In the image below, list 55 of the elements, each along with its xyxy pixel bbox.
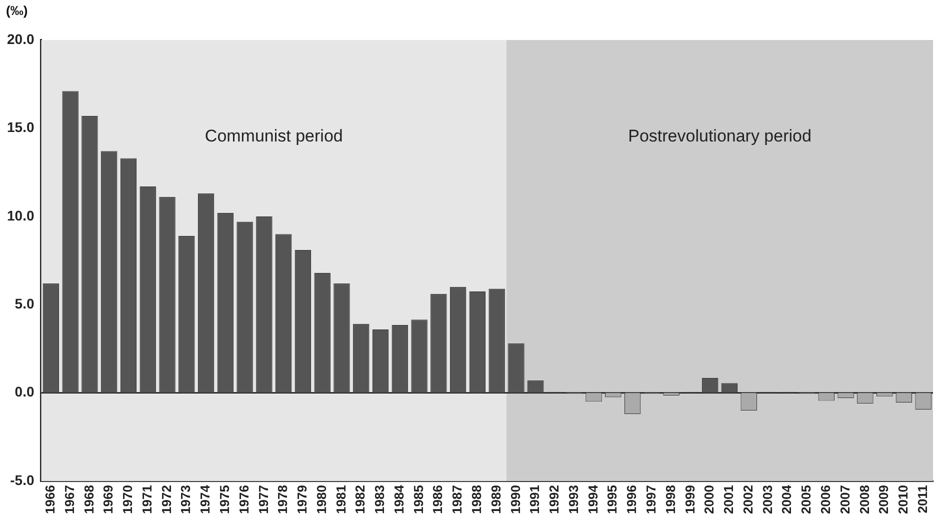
x-tick-label: 1974	[198, 484, 213, 514]
x-tick-label: 2011	[914, 485, 930, 514]
x-tick-label: 1988	[469, 485, 484, 514]
x-tick-label: 2002	[740, 485, 756, 514]
x-tick-label: 1969	[100, 485, 116, 514]
x-tick-label: 1989	[488, 485, 504, 514]
y-tick-label: 5.0	[14, 296, 34, 312]
x-tick-label: 1985	[410, 485, 426, 514]
x-tick-label: 2007	[837, 485, 852, 514]
x-tick-label: 1977	[256, 485, 271, 514]
x-tick-label: 1990	[508, 485, 523, 514]
x-tick-label: 1976	[236, 485, 252, 514]
x-tick-label: 1968	[81, 485, 96, 514]
y-tick-label: 10.0	[7, 207, 34, 224]
x-tick-label: 1998	[662, 485, 678, 514]
y-tick-label: -5.0	[10, 472, 34, 488]
x-tick-label: 1987	[450, 485, 465, 514]
x-tick-label: 1991	[527, 485, 542, 514]
x-tick-label: 1975	[217, 485, 232, 514]
x-tick-label: 1970	[120, 485, 136, 514]
x-tick-label: 1971	[139, 485, 154, 514]
x-tick-label: 1981	[333, 485, 348, 514]
x-tick-label: 1967	[62, 485, 77, 514]
band-label: Postrevolutionary period	[628, 126, 812, 146]
x-tick-label: 2004	[779, 484, 794, 514]
x-tick-label: 1972	[158, 485, 174, 514]
x-tick-label: 2003	[760, 485, 775, 514]
x-tick-label: 1992	[546, 485, 562, 514]
x-tick-label: 2001	[721, 485, 736, 514]
x-tick-label: 1979	[294, 485, 310, 514]
x-tick-label: 2009	[876, 485, 892, 514]
y-tick-label: 0.0	[14, 384, 34, 400]
x-tick-label: 2008	[856, 485, 872, 514]
x-tick-label: 1997	[644, 485, 658, 514]
x-tick-label: 2005	[798, 485, 814, 514]
x-tick-label: 1983	[372, 485, 388, 514]
x-tick-label: 2010	[896, 485, 911, 514]
x-tick-label: 1984	[391, 484, 406, 514]
y-tick-label: 15.0	[7, 119, 34, 136]
y-axis-title: (‰)	[6, 3, 28, 18]
x-tick-label: 1966	[42, 485, 58, 514]
x-tick-label: 1980	[314, 485, 329, 514]
x-tick-label: 1994	[585, 484, 600, 514]
band-label: Communist period	[204, 126, 343, 146]
x-tick-label: 2000	[702, 485, 717, 514]
x-tick-label: 1996	[624, 485, 640, 514]
x-tick-label: 1973	[178, 485, 194, 514]
y-tick-label: 20.0	[7, 30, 34, 47]
x-tick-label: 2006	[818, 485, 833, 514]
x-tick-label: 1995	[604, 485, 620, 514]
x-tick-label: 1999	[682, 485, 698, 514]
x-tick-label: 1978	[275, 485, 290, 514]
x-tick-label: 1993	[566, 485, 581, 514]
x-tick-label: 1982	[352, 485, 368, 514]
x-tick-label: 1986	[430, 485, 446, 514]
